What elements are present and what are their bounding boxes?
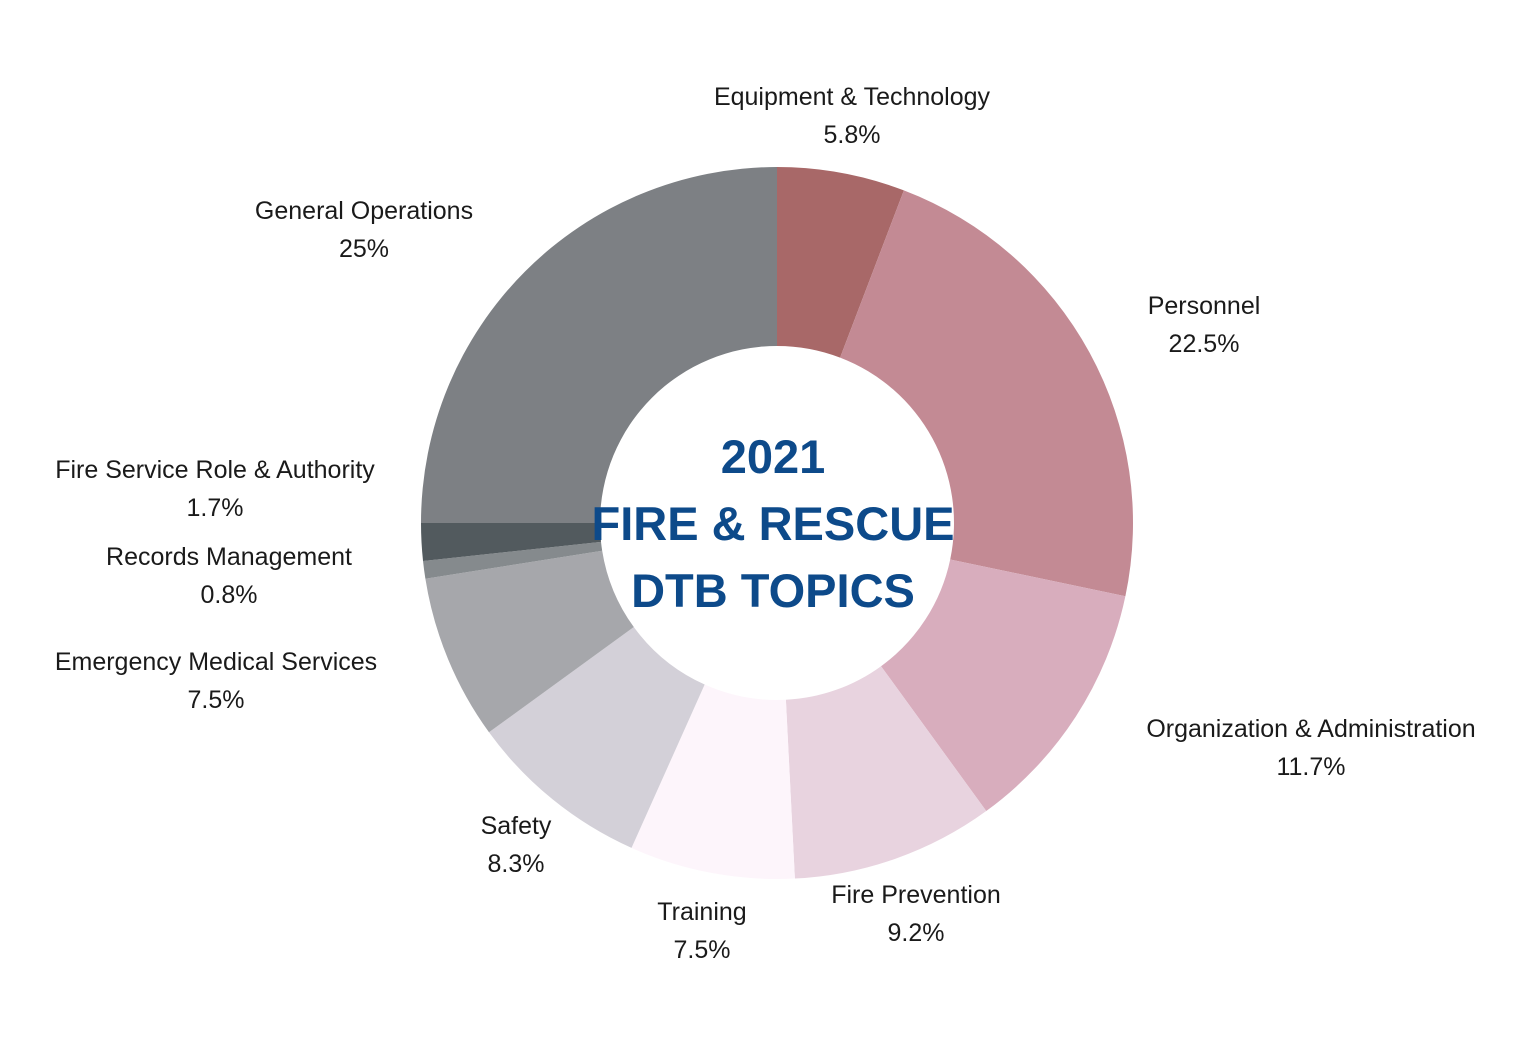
slice-value: 7.5%: [187, 686, 245, 714]
slice-label: General Operations: [254, 197, 474, 225]
slice-label: Fire Prevention: [831, 881, 1001, 909]
slice-fire-service-role-authority: [421, 523, 602, 561]
slice-value: 9.2%: [887, 919, 945, 947]
slice-value: 25%: [338, 235, 390, 263]
data-label: Fire Prevention 9.2%: [831, 876, 1001, 952]
slice-fire-prevention: [785, 666, 987, 879]
slice-value: 5.8%: [823, 121, 881, 149]
slice-value: 1.7%: [186, 494, 244, 522]
slice-label: Emergency Medical Services: [54, 648, 378, 676]
data-label: Organization & Administration 11.7%: [1146, 710, 1475, 786]
slice-value: 7.5%: [673, 936, 731, 964]
slice-safety: [488, 627, 705, 848]
data-label: General Operations 25%: [255, 192, 473, 268]
title-line-year: 2021: [720, 430, 826, 483]
slice-label: Training: [657, 898, 747, 926]
title-line-sub: DTB TOPICS: [631, 564, 915, 617]
data-label: Records Management 0.8%: [106, 538, 352, 614]
slice-value: 11.7%: [1276, 753, 1346, 781]
data-label: Training 7.5%: [657, 893, 746, 969]
data-label: Emergency Medical Services 7.5%: [55, 643, 377, 719]
data-label: Fire Service Role & Authority 1.7%: [55, 451, 375, 527]
data-label: Equipment & Technology 5.8%: [714, 78, 990, 154]
slice-label: Organization & Administration: [1146, 715, 1476, 743]
slice-records-management: [423, 541, 603, 579]
slice-value: 22.5%: [1168, 330, 1240, 358]
slice-value: 8.3%: [487, 850, 545, 878]
slice-equipment-technology: [777, 167, 904, 358]
slice-label: Fire Service Role & Authority: [55, 456, 375, 484]
slice-label: Records Management: [106, 543, 352, 571]
slice-general-operations: [421, 167, 777, 523]
title-line-main: FIRE & RESCUE: [591, 497, 955, 550]
slice-training: [631, 684, 795, 880]
data-label: Safety 8.3%: [481, 807, 552, 883]
slice-label: Equipment & Technology: [713, 83, 991, 111]
slice-personnel: [840, 190, 1133, 597]
slice-label: Personnel: [1147, 292, 1261, 320]
slice-emergency-medical-services: [425, 550, 634, 733]
slice-label: Safety: [480, 812, 552, 840]
slice-value: 0.8%: [200, 581, 258, 609]
chart-title: 2021 FIRE & RESCUE DTB TOPICS: [592, 423, 955, 624]
data-label: Personnel 22.5%: [1148, 287, 1261, 363]
slice-organization-administration: [881, 559, 1126, 812]
